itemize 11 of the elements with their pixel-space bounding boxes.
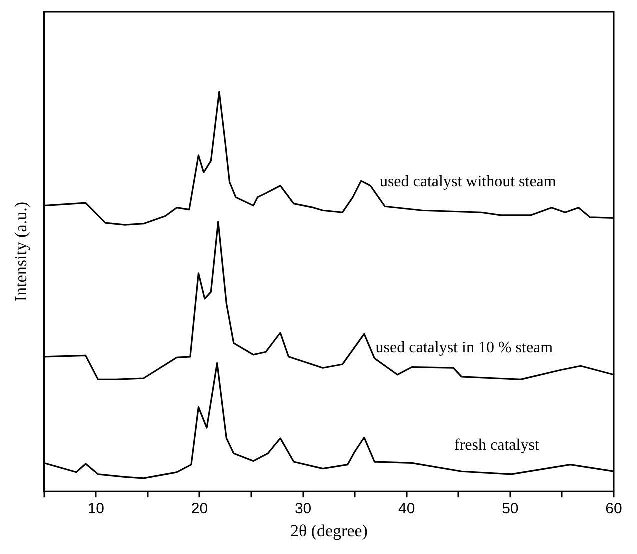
series-label: fresh catalyst (454, 437, 540, 454)
series-label: used catalyst without steam (380, 173, 557, 190)
x-axis-title: 2θ (degree) (290, 521, 368, 540)
x-tick-label: 30 (294, 500, 312, 518)
x-tick-label: 50 (502, 500, 519, 518)
x-tick-label: 10 (88, 500, 105, 518)
x-tick-label: 40 (398, 500, 416, 518)
x-tick-label: 60 (606, 500, 622, 518)
series-label: used catalyst in 10 % steam (376, 339, 554, 356)
y-axis-title: Intensity (a.u.) (12, 202, 31, 302)
x-tick-label: 20 (191, 500, 208, 518)
